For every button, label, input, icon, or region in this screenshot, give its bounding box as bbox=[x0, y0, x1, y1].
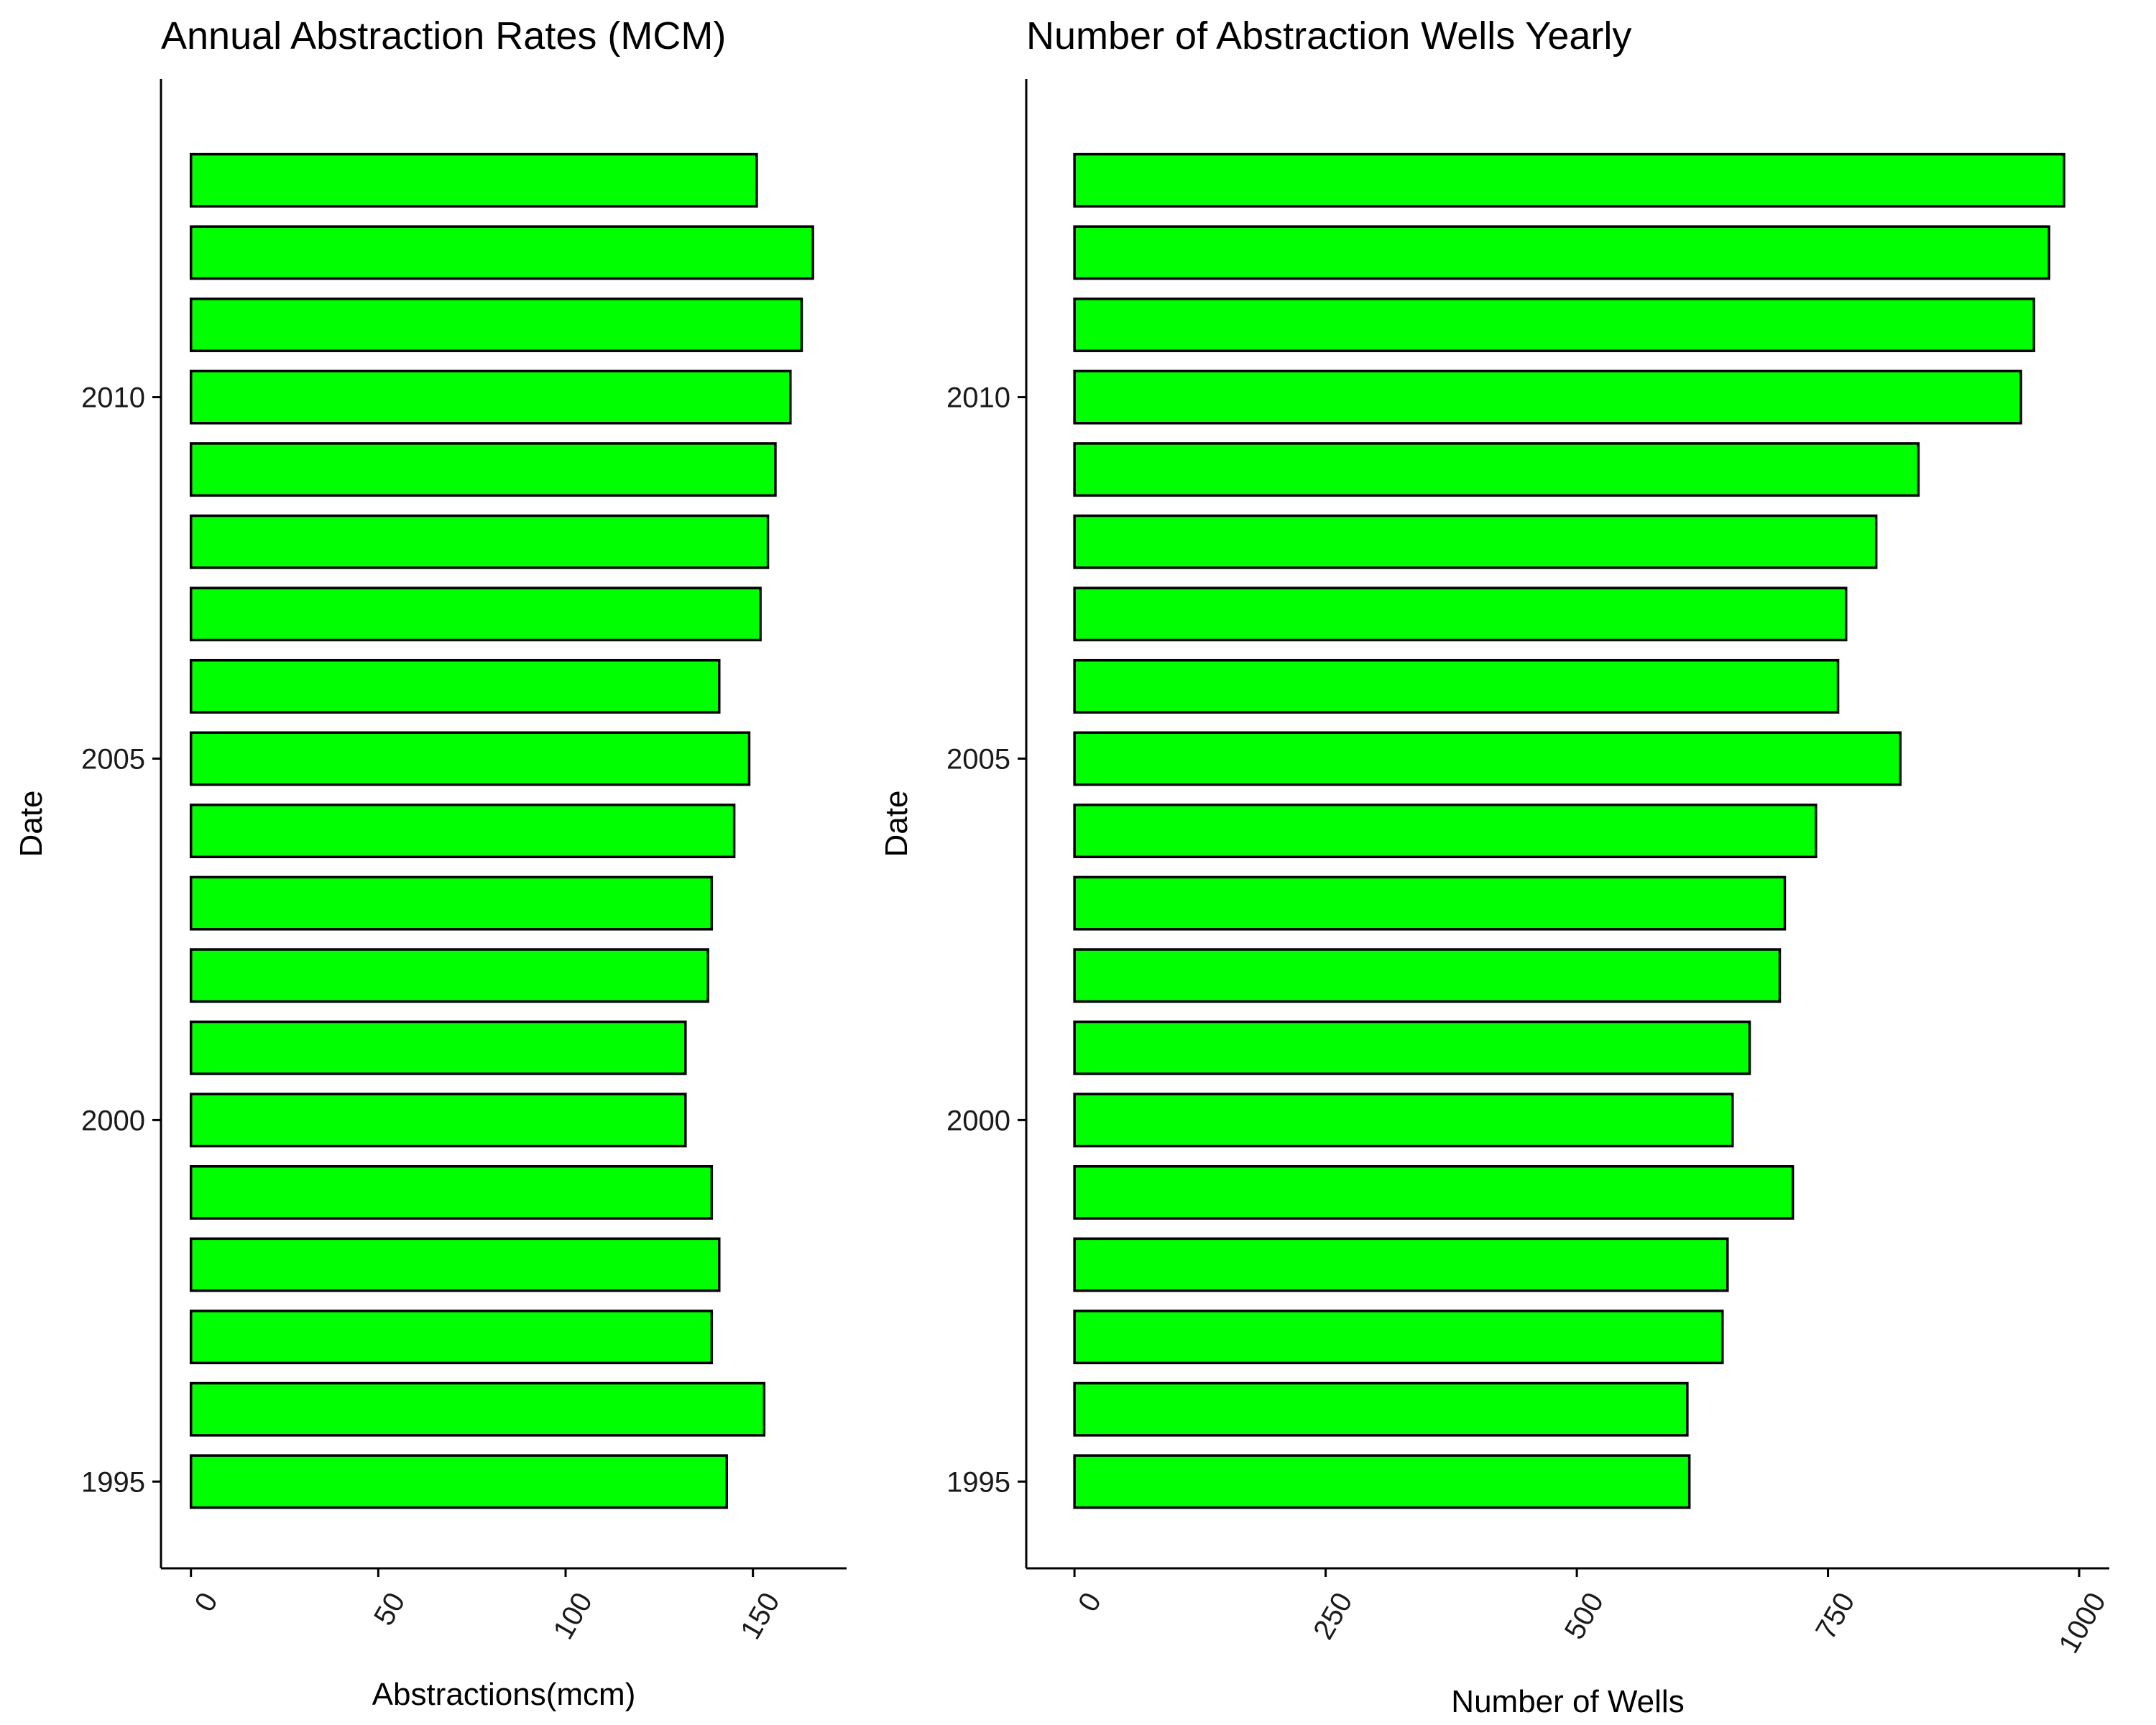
abstraction-rates-panel: Annual Abstraction Rates (MCM) 1995 2000 20… bbox=[14, 14, 847, 1712]
y-tick-label: 2000 bbox=[946, 1105, 1010, 1136]
y-tick-label: 1995 bbox=[81, 1466, 145, 1498]
y-tick-label: 1995 bbox=[946, 1466, 1010, 1498]
bar-2000 bbox=[189, 1092, 687, 1148]
bar-2011 bbox=[189, 298, 803, 352]
bar-1995 bbox=[1073, 1454, 1691, 1509]
bar-2013 bbox=[1073, 152, 2065, 208]
bar-2010 bbox=[189, 369, 792, 425]
bar-2002 bbox=[1073, 948, 1782, 1003]
x-tick-label: 0 bbox=[189, 1588, 224, 1617]
bar-2012 bbox=[189, 225, 814, 280]
bar-2009 bbox=[1073, 442, 1920, 497]
bar-2004 bbox=[189, 804, 736, 859]
y-tick-label: 2010 bbox=[946, 382, 1010, 414]
bar-2005 bbox=[1073, 731, 1902, 786]
bar-1998 bbox=[189, 1237, 721, 1292]
y-tick-label: 2000 bbox=[81, 1105, 145, 1136]
bar-2001 bbox=[189, 1020, 687, 1075]
bar-2006 bbox=[1073, 658, 1840, 714]
bar-2001 bbox=[1073, 1020, 1751, 1075]
bar-1995 bbox=[189, 1454, 728, 1509]
bar-2006 bbox=[189, 658, 721, 714]
bar-1998 bbox=[1073, 1237, 1729, 1292]
bar-2005 bbox=[189, 731, 751, 786]
x-tick-label: 50 bbox=[368, 1588, 411, 1632]
x-tick-label: 250 bbox=[1307, 1588, 1358, 1645]
bar-2007 bbox=[1073, 586, 1848, 642]
bar-2012 bbox=[1073, 225, 2050, 280]
bar-1996 bbox=[189, 1381, 766, 1437]
x-tick-label: 100 bbox=[548, 1588, 599, 1645]
x-tick-label: 1000 bbox=[2053, 1588, 2113, 1659]
bar-2008 bbox=[1073, 514, 1878, 569]
bar-2009 bbox=[189, 442, 777, 497]
bar-2008 bbox=[189, 514, 770, 569]
x-tick-label: 0 bbox=[1072, 1588, 1107, 1617]
bar-2000 bbox=[1073, 1092, 1734, 1148]
bar-1997 bbox=[1073, 1310, 1724, 1365]
bar-2003 bbox=[1073, 875, 1787, 931]
bar-2013 bbox=[189, 152, 758, 208]
x-axis-title: Abstractions(mcm) bbox=[372, 1677, 636, 1712]
x-tick-label: 500 bbox=[1559, 1588, 1610, 1645]
x-tick-label: 750 bbox=[1810, 1588, 1861, 1645]
bar-2003 bbox=[189, 875, 714, 931]
y-tick-label: 2010 bbox=[81, 382, 145, 414]
x-axis-title: Number of Wells bbox=[1451, 1684, 1684, 1719]
y-axis-title: Date bbox=[14, 791, 49, 857]
bar-2011 bbox=[1073, 298, 2035, 352]
bar-1997 bbox=[189, 1310, 714, 1365]
bar-2002 bbox=[189, 948, 709, 1003]
bar-2004 bbox=[1073, 804, 1818, 859]
x-tick-label: 150 bbox=[734, 1588, 786, 1645]
y-axis-title: Date bbox=[879, 791, 914, 857]
bar-1996 bbox=[1073, 1381, 1689, 1437]
wells-count-panel: Number of Abstraction Wells Yearly 1995 20… bbox=[879, 14, 2112, 1719]
bar-1999 bbox=[189, 1165, 714, 1220]
y-tick-label: 2005 bbox=[81, 743, 145, 775]
bar-2007 bbox=[189, 586, 762, 642]
y-tick-label: 2005 bbox=[946, 743, 1010, 775]
chart-title: Annual Abstraction Rates (MCM) bbox=[161, 14, 726, 58]
chart-title: Number of Abstraction Wells Yearly bbox=[1026, 14, 1631, 58]
bar-1999 bbox=[1073, 1165, 1795, 1220]
bar-2010 bbox=[1073, 369, 2022, 425]
